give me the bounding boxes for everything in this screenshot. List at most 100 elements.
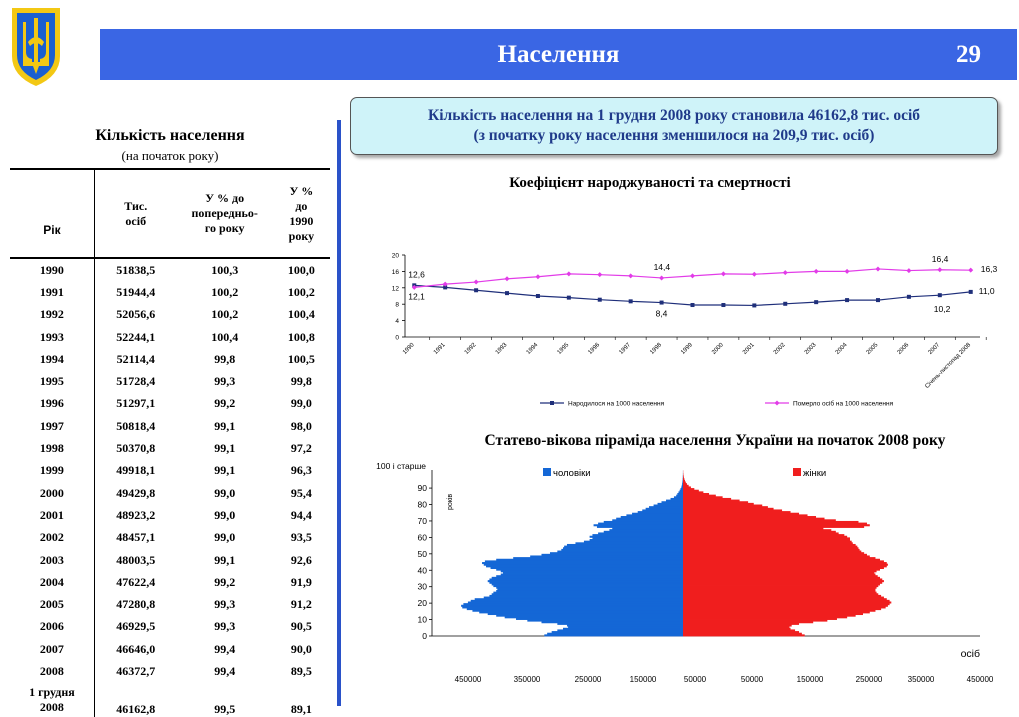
cell-percent-prev: 99,3 xyxy=(177,593,273,615)
x-tick-label: 1991 xyxy=(433,342,447,356)
x-tick-label: 150000 xyxy=(797,675,824,684)
x-tick-label: 50000 xyxy=(741,675,764,684)
data-label: 14,4 xyxy=(654,262,671,272)
x-tick-label: 1996 xyxy=(587,342,601,356)
x-tick-label: 2004 xyxy=(835,342,849,356)
x-tick-label: 2003 xyxy=(804,342,818,356)
cell-year-line-1: 1 грудня xyxy=(10,685,94,700)
cell-year: 2004 xyxy=(10,571,94,593)
y-tick-label: 0 xyxy=(422,631,427,641)
summary-line-2: (з початку року населення зменшилося на … xyxy=(351,126,997,146)
cell-percent-prev: 99,1 xyxy=(177,415,273,437)
cell-percent-1990: 98,0 xyxy=(273,415,330,437)
death-rate-point xyxy=(845,269,850,274)
y-tick-label: 0 xyxy=(395,335,399,342)
cell-year: 1998 xyxy=(10,437,94,459)
birth-rate-point xyxy=(938,293,942,297)
summary-line-1: Кількість населення на 1 грудня 2008 рок… xyxy=(351,106,997,126)
cell-population: 52114,4 xyxy=(94,348,176,370)
cell-year: 2001 xyxy=(10,504,94,526)
x-tick-label: 2000 xyxy=(711,342,725,356)
y-tick-label: 8 xyxy=(395,302,399,309)
legend-swatch-female xyxy=(793,468,801,476)
x-tick-label: 2002 xyxy=(773,342,787,356)
cell-year: 2008 xyxy=(10,660,94,682)
y-tick-label: 12 xyxy=(392,285,400,292)
page-number: 29 xyxy=(956,29,981,80)
death-rate-point xyxy=(597,272,602,277)
y-tick-label: 16 xyxy=(392,269,400,276)
table-subtitle: (на початок року) xyxy=(10,148,330,164)
page-title: Населення xyxy=(100,29,1017,80)
death-rate-point xyxy=(566,271,571,276)
cell-percent-prev: 100,2 xyxy=(177,304,273,326)
x-tick-label: 2006 xyxy=(897,342,911,356)
y-tick-label: 80 xyxy=(418,500,428,510)
cell-year: 1991 xyxy=(10,281,94,303)
death-rate-point xyxy=(752,272,757,277)
cell-percent-1990: 97,2 xyxy=(273,437,330,459)
cell-percent-1990: 100,0 xyxy=(273,258,330,281)
y-tick-label: 20 xyxy=(418,598,428,608)
cell-year: 2007 xyxy=(10,638,94,660)
cell-percent-1990: 95,4 xyxy=(273,482,330,504)
y-tick-label: 90 xyxy=(418,483,428,493)
death-rate-point xyxy=(628,273,633,278)
cell-percent-prev: 99,8 xyxy=(177,348,273,370)
cell-year: 2003 xyxy=(10,549,94,571)
cell-population: 52244,1 xyxy=(94,326,176,348)
population-pyramid-title: Статево-вікова піраміда населення Україн… xyxy=(380,432,1019,450)
cell-percent-1990: 99,8 xyxy=(273,370,330,392)
birth-rate-point xyxy=(721,303,725,307)
x-tick-label: 450000 xyxy=(455,675,482,684)
data-label: 12,1 xyxy=(408,291,425,301)
cell-population: 48003,5 xyxy=(94,549,176,571)
cell-percent-prev: 99,4 xyxy=(177,638,273,660)
y-tick-label: 70 xyxy=(418,516,428,526)
birth-rate-point xyxy=(814,300,818,304)
x-tick-label: 350000 xyxy=(514,675,541,684)
data-label: 8,4 xyxy=(656,309,668,319)
y-tick-label: 50 xyxy=(418,549,428,559)
cell-percent-1990: 90,0 xyxy=(273,638,330,660)
cell-year: 2005 xyxy=(10,593,94,615)
cell-population: 46929,5 xyxy=(94,616,176,638)
death-rate-point xyxy=(690,273,695,278)
death-rate-point xyxy=(535,274,540,279)
x-tick-label: 350000 xyxy=(908,675,935,684)
cell-percent-1990: 89,5 xyxy=(273,660,330,682)
y-axis-title: років xyxy=(446,494,454,510)
table-title: Кількість населення xyxy=(10,127,330,145)
death-rate-point xyxy=(937,267,942,272)
cell-population: 47622,4 xyxy=(94,571,176,593)
x-tick-label: 1993 xyxy=(495,342,509,356)
series-line-1 xyxy=(414,285,970,305)
cell-percent-prev: 99,1 xyxy=(177,460,273,482)
cell-percent-1990: 100,5 xyxy=(273,348,330,370)
birth-rate-point xyxy=(969,290,973,294)
birth-rate-point xyxy=(691,303,695,307)
legend-label-male: чоловіки xyxy=(553,468,591,479)
summary-callout: Кількість населення на 1 грудня 2008 рок… xyxy=(350,97,998,155)
cell-year: 1996 xyxy=(10,393,94,415)
cell-population: 51728,4 xyxy=(94,370,176,392)
cell-population: 48923,2 xyxy=(94,504,176,526)
cell-year: 1999 xyxy=(10,460,94,482)
cell-population: 52056,6 xyxy=(94,304,176,326)
cell-percent-1990: 90,5 xyxy=(273,616,330,638)
cell-population: 46646,0 xyxy=(94,638,176,660)
cell-percent-1990: 89,1 xyxy=(273,683,330,717)
cell-population: 46162,8 xyxy=(94,683,176,717)
